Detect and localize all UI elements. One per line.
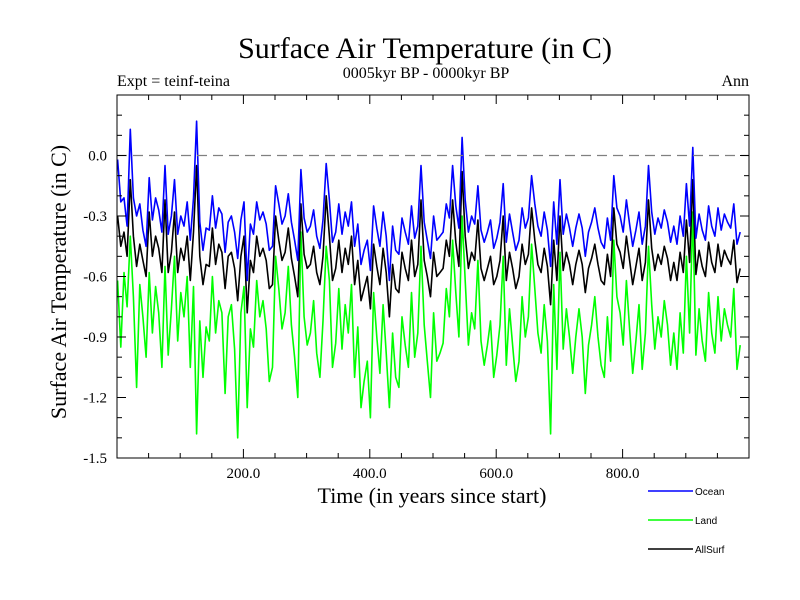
experiment-label: Expt = teinf-teina [117,73,230,90]
legend-label-allsurf: AllSurf [695,545,725,556]
chart-subtitle: 0005kyr BP - 0000kyr BP [343,65,510,82]
season-label: Ann [721,73,749,90]
series-line-allsurf [116,164,741,318]
legend: Ocean Land AllSurf [648,487,725,556]
x-tick-label: 400.0 [353,466,387,482]
x-axis-label: Time (in years since start) [318,483,547,508]
y-axis-label: Surface Air Temperature (in C) [46,145,71,419]
y-tick-label: -0.9 [83,330,107,346]
x-tick-label: 800.0 [606,466,640,482]
y-tick-label: -1.2 [83,391,107,407]
x-tick-label: 200.0 [227,466,261,482]
legend-label-ocean: Ocean [695,487,724,498]
chart-title: Surface Air Temperature (in C) [238,32,612,65]
y-tick-label: -0.3 [83,209,107,225]
y-tick-label: -1.5 [83,451,107,467]
series-line-ocean [116,120,741,282]
series-line-land [116,211,741,439]
axis-ticks: 200.0 400.0 600.0 800.0 0.0 -0.3 -0.6 -0.9 -1.2 -… [83,94,749,482]
y-tick-label: -0.6 [83,270,107,286]
legend-label-land: Land [695,516,717,527]
x-tick-label: 600.0 [479,466,513,482]
y-tick-label: 0.0 [88,149,107,165]
plot-series [116,120,741,439]
